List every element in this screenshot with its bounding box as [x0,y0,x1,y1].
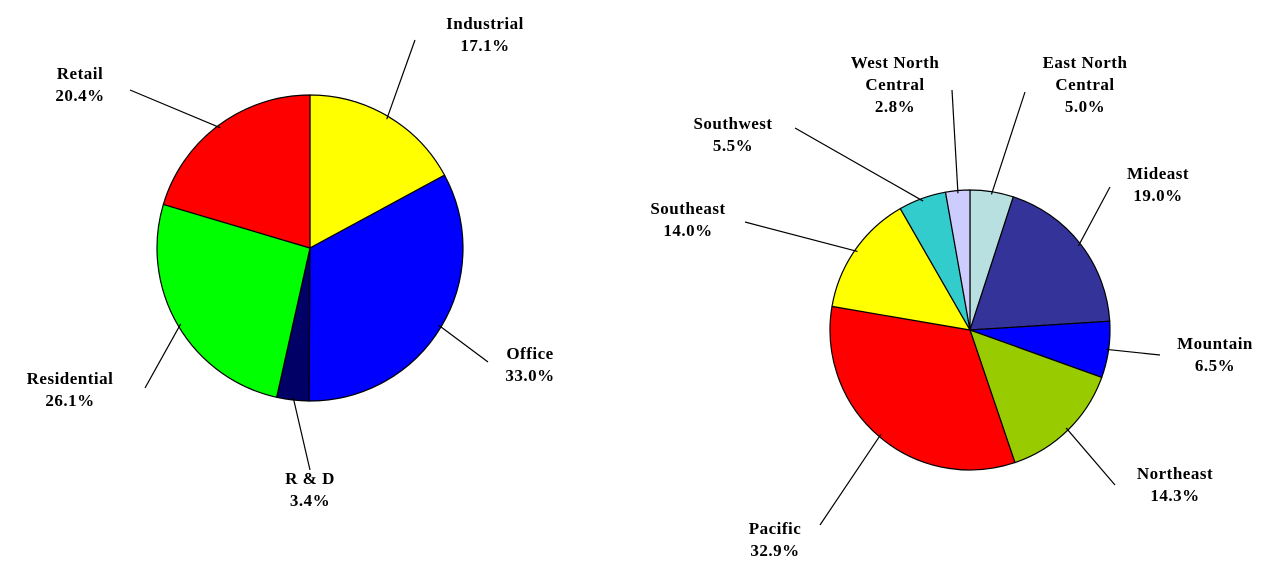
value-label: 17.1% [460,36,510,55]
slice-label: East North Central 5.0% [1030,52,1140,118]
pie-slice [969,196,1111,331]
category-label: Mountain [1177,334,1253,353]
pie-slice [156,203,311,399]
slice-label: Southeast 14.0% [633,198,743,242]
leader-line [1077,186,1111,247]
category-label: Retail [56,64,104,83]
slice-label: Southwest 5.5% [678,113,788,157]
category-label: Southwest [693,114,773,133]
slice-label: Pacific 32.9% [720,518,830,561]
value-label: 2.8% [874,97,916,116]
value-label: 5.5% [712,136,754,155]
category-label: Mideast [1126,164,1190,183]
category-label: East North Central [1042,53,1128,94]
leader-line [438,324,489,363]
category-label: West North Central [850,53,940,94]
leader-line [819,433,882,526]
value-label: 5.0% [1064,97,1106,116]
slice-label: Industrial 17.1% [415,13,555,57]
slice-label: West North Central 2.8% [840,52,950,118]
value-label: 6.5% [1194,356,1236,375]
leader-line [292,396,311,471]
leader-line [951,89,959,194]
value-label: 19.0% [1133,186,1183,205]
slice-label: Retail 20.4% [10,63,150,107]
value-label: 14.0% [663,221,713,240]
category-label: Southeast [650,199,726,218]
leader-line [990,91,1026,195]
category-label: Office [506,344,554,363]
category-label: R & D [285,469,335,488]
leader-line [129,89,221,129]
value-label: 20.4% [55,86,105,105]
slice-label: Residential 26.1% [0,368,140,412]
value-label: 26.1% [45,391,95,410]
value-label: 3.4% [289,491,331,510]
slice-label: R & D 3.4% [240,468,380,512]
leader-line [794,127,924,202]
value-label: 14.3% [1150,486,1200,505]
category-label: Industrial [446,14,524,33]
value-label: 33.0% [505,366,555,385]
pie-slice [162,94,311,249]
slice-label: Mountain 6.5% [1160,333,1270,377]
category-label: Pacific [748,519,802,538]
leader-line [1065,427,1116,486]
category-label: Residential [26,369,114,388]
leader-line [1105,348,1161,356]
slice-label: Mideast 19.0% [1103,163,1213,207]
leader-line [144,323,182,389]
slice-label: Northeast 14.3% [1120,463,1230,507]
category-label: Northeast [1136,464,1214,483]
slice-label: Office 33.0% [460,343,600,387]
leader-line [744,221,858,253]
pie-slice [831,207,972,331]
value-label: 32.9% [750,541,800,560]
leader-line [386,39,416,120]
